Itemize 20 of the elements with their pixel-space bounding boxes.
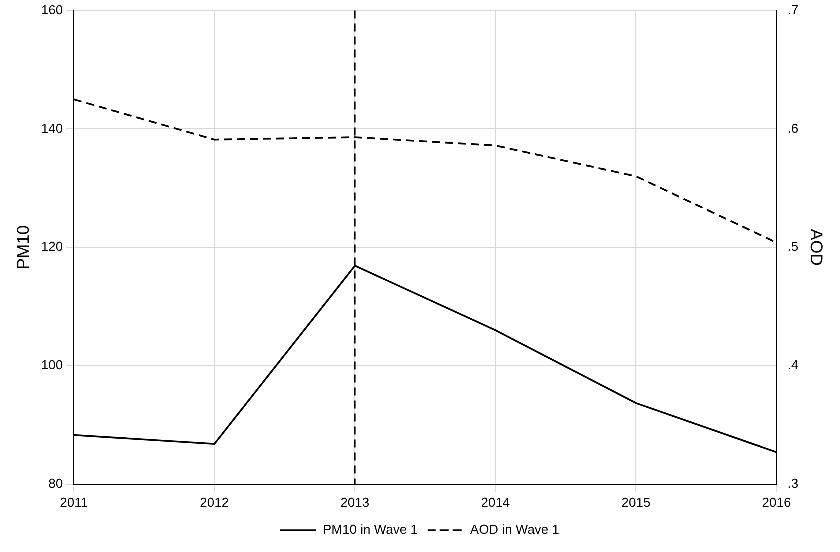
legend-label: PM10 in Wave 1	[323, 522, 418, 538]
y2-axis-title: AOD	[807, 229, 826, 266]
y2-tick-label: .3	[788, 476, 799, 491]
x-tick-label: 2013	[340, 494, 370, 510]
legend-label: AOD in Wave 1	[470, 522, 560, 538]
x-tick-label: 2011	[60, 494, 88, 510]
x-tick-label: 2012	[200, 494, 230, 510]
y-tick-label: 140	[41, 120, 64, 136]
y-tick-label: 120	[41, 239, 64, 254]
y-tick-label: 80	[48, 476, 64, 491]
x-tick-label: 2016	[762, 494, 792, 510]
y2-tick-label: .6	[788, 120, 799, 136]
y-axis-title: PM10	[14, 225, 33, 270]
y2-tick-label: .4	[788, 358, 799, 373]
x-tick-label: 2014	[481, 494, 510, 510]
y-tick-label: 100	[41, 358, 64, 373]
y2-tick-label: .5	[788, 239, 799, 254]
y-tick-label: 160	[41, 2, 64, 18]
x-tick-label: 2015	[622, 494, 651, 510]
y2-tick-label: .7	[788, 2, 799, 18]
